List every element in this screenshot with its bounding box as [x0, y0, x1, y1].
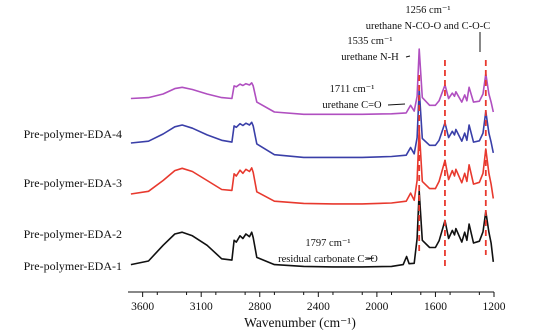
- marker-layer: [418, 60, 487, 268]
- annotation-arrow-1535: [405, 55, 411, 58]
- annotation-wavenumber-1711: 1711 cm⁻¹: [330, 84, 375, 95]
- x-axis: 3600 3100 2800 2400 2000 1600 1200: [128, 291, 506, 313]
- x-tick-label: 2800: [248, 301, 271, 313]
- annotation-wavenumber-1797: 1797 cm⁻¹: [305, 238, 350, 249]
- annotation-layer: 1711 cm⁻¹ urethane C=O 1535 cm⁻¹ urethane N…: [278, 5, 490, 265]
- series-label-layer: Pre-polymer-EDA-4 Pre-polymer-EDA-3 Pre-po…: [24, 127, 122, 273]
- annotation-arrow-1797: [365, 257, 375, 260]
- x-tick-label: 2400: [307, 301, 330, 313]
- x-tick-label: 3600: [131, 301, 154, 313]
- annotation-assignment-1797: residual carbonate C=O: [278, 254, 378, 265]
- series-label-2: Pre-polymer-EDA-3: [24, 176, 122, 190]
- x-axis-title: Wavenumber (cm⁻¹): [244, 315, 356, 330]
- x-tick-label: 2000: [365, 301, 388, 313]
- series-label-1: Pre-polymer-EDA-4: [24, 127, 122, 141]
- series-line-3: [130, 128, 495, 205]
- x-tick-label: 3100: [190, 301, 213, 313]
- series-line-4: [130, 190, 495, 268]
- series-layer: [130, 48, 495, 268]
- series-label-3: Pre-polymer-EDA-2: [24, 227, 122, 241]
- annotation-assignment-1711: urethane C=O: [322, 100, 382, 111]
- x-tick-label: 1600: [424, 301, 447, 313]
- series-line-2: [130, 88, 495, 159]
- series-label-4: Pre-polymer-EDA-1: [24, 259, 122, 273]
- series-line-1: [130, 48, 495, 116]
- x-tick-label: 1200: [483, 301, 506, 313]
- annotation-arrow-1711: [387, 103, 406, 106]
- annotation-wavenumber-1256: 1256 cm⁻¹: [405, 5, 450, 16]
- annotation-assignment-1535: urethane N-H: [341, 52, 399, 63]
- annotation-assignment-1256: urethane N-CO-O and C-O-C: [366, 21, 491, 32]
- annotation-wavenumber-1535: 1535 cm⁻¹: [347, 36, 392, 47]
